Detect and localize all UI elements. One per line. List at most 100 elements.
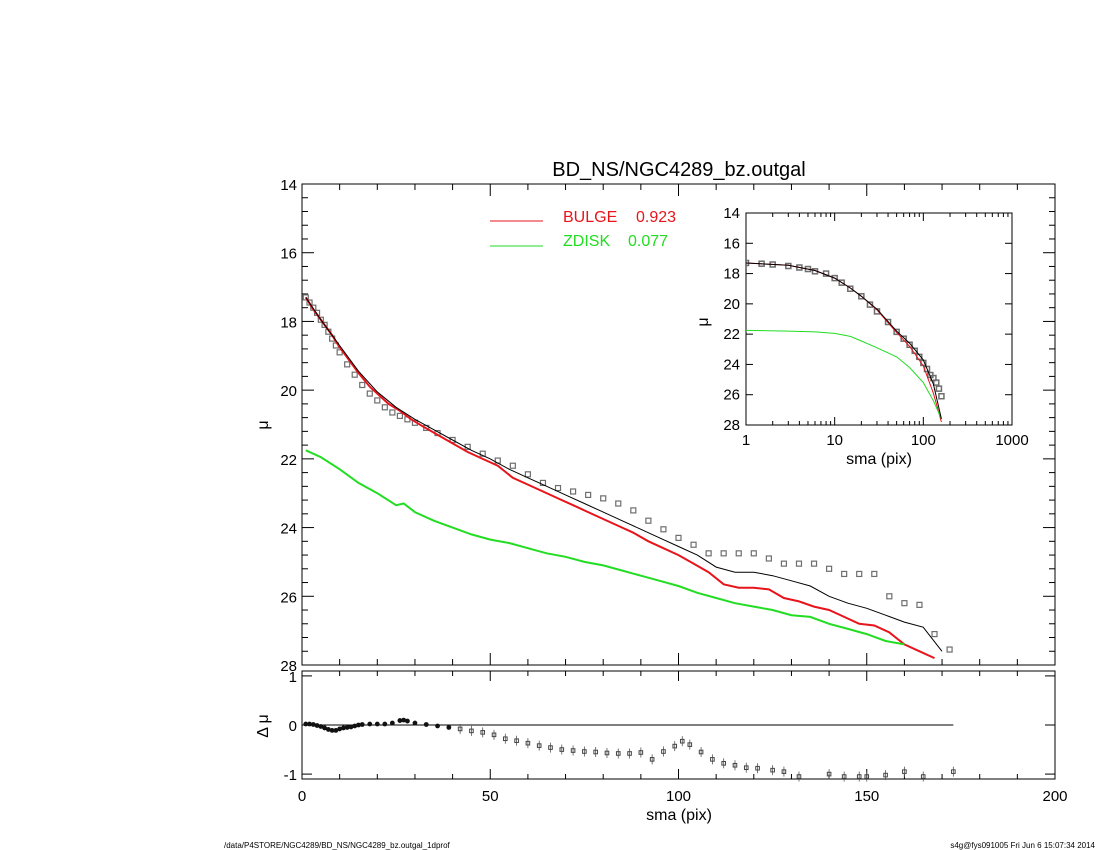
residual-point xyxy=(525,740,531,746)
residual-point xyxy=(559,747,565,752)
legend-zdisk-label: ZDISK xyxy=(563,233,610,250)
residual-point xyxy=(329,728,335,733)
residual-point xyxy=(367,721,373,727)
inset-observed-point xyxy=(900,335,907,342)
inset-series-total-line xyxy=(746,262,942,420)
residual-point xyxy=(412,720,418,726)
residual-point xyxy=(679,738,685,744)
residual-point xyxy=(310,722,316,727)
x-tick-label: 200 xyxy=(1042,788,1067,805)
residual-point xyxy=(951,769,956,774)
residual-point xyxy=(389,720,395,726)
inset-y-tick-label: 26 xyxy=(723,387,740,404)
legend-bulge-value: 0.923 xyxy=(636,209,676,226)
main-observed-point xyxy=(351,371,358,378)
main-y-tick-label: 22 xyxy=(280,452,297,469)
main-observed-point xyxy=(585,491,592,499)
main-y-tick-label: 14 xyxy=(280,177,297,194)
main-observed-point xyxy=(630,507,637,514)
inset-y-tick-label: 28 xyxy=(723,417,740,434)
main-y-tick-label: 18 xyxy=(280,314,297,331)
main-y-tick-label: 26 xyxy=(280,589,297,606)
inset-panel: 14 16 18 20 22 24 26 281 10 100 1000 sma (pix) μ xyxy=(695,205,1029,468)
main-y-tick-label: 20 xyxy=(280,383,297,400)
inset-y-axis-label: μ xyxy=(695,317,712,326)
residual-point xyxy=(743,765,749,771)
residual-point xyxy=(781,769,787,774)
residual-point xyxy=(435,723,440,729)
main-y-tick-label: 28 xyxy=(280,658,297,675)
residual-point xyxy=(570,748,576,753)
inset-observed-point xyxy=(847,285,854,292)
main-series-bulge-line xyxy=(304,296,935,660)
residual-point xyxy=(536,743,542,748)
residual-point xyxy=(732,762,738,768)
main-observed-point xyxy=(871,570,878,578)
main-observed-point xyxy=(765,555,772,562)
residual-point xyxy=(841,774,847,779)
x-tick-label: 0 xyxy=(298,788,306,805)
residual-y-tick-label: 0 xyxy=(289,718,297,735)
inset-axis-ticks: 14 16 18 20 22 24 26 281 10 100 1000 xyxy=(723,205,1028,449)
residual-point xyxy=(615,751,621,756)
residual-point xyxy=(325,727,331,732)
residual-point xyxy=(755,765,760,771)
residual-point xyxy=(638,750,644,755)
inset-y-tick-label: 16 xyxy=(723,235,740,252)
residual-point xyxy=(401,717,407,723)
residual-point xyxy=(503,736,508,742)
inset-observed-point xyxy=(906,341,913,348)
residual-point xyxy=(318,724,324,729)
residual-axis-ticks: 10-10 50 100 150 200 xyxy=(284,669,1068,805)
inset-x-tick-label: 1 xyxy=(742,432,750,449)
inset-observed-point xyxy=(838,279,845,286)
residual-point xyxy=(314,723,320,728)
main-observed-point xyxy=(479,450,486,457)
inset-observed-point xyxy=(933,379,940,386)
residual-point xyxy=(698,749,704,755)
main-observed-point xyxy=(901,600,908,607)
main-observed-point xyxy=(381,404,388,411)
main-observed-point xyxy=(615,500,622,507)
main-observed-point xyxy=(600,495,607,502)
inset-observed-point xyxy=(858,293,865,300)
residual-series-group xyxy=(302,717,956,782)
main-observed-point xyxy=(825,565,833,572)
inset-x-tick-label: 1000 xyxy=(995,432,1028,449)
legend-zdisk-value: 0.077 xyxy=(628,233,668,250)
inset-observed-point xyxy=(935,385,943,392)
residual-point xyxy=(649,757,655,762)
legend-bulge-label: BULGE xyxy=(563,209,617,226)
inset-y-tick-label: 20 xyxy=(723,296,740,313)
main-y-tick-labels: 14 16 18 20 22 24 26 28 xyxy=(280,177,297,675)
main-observed-point xyxy=(317,316,324,323)
inset-observed-point xyxy=(866,301,874,308)
residual-point xyxy=(548,745,553,750)
residual-point xyxy=(770,767,775,773)
inset-series-zdisk-line xyxy=(746,329,942,420)
main-observed-point xyxy=(735,550,742,557)
residual-y-tick-label: 1 xyxy=(289,669,297,686)
residual-point xyxy=(341,725,346,731)
residual-point xyxy=(856,774,862,779)
residual-point xyxy=(423,722,429,727)
main-observed-point xyxy=(645,517,652,524)
main-observed-point xyxy=(946,646,953,653)
residual-point xyxy=(303,721,309,727)
main-y-tick-label: 16 xyxy=(280,246,297,263)
main-observed-point xyxy=(795,560,803,567)
main-observed-point xyxy=(675,534,682,541)
residual-point xyxy=(405,718,410,724)
main-observed-point xyxy=(539,479,547,487)
residual-point xyxy=(883,772,888,778)
residual-point xyxy=(374,721,380,727)
inset-x-tick-label: 100 xyxy=(911,432,936,449)
residual-point xyxy=(352,723,358,729)
residual-point xyxy=(307,721,312,727)
residual-point xyxy=(337,726,343,732)
residual-point xyxy=(687,742,693,747)
residual-point xyxy=(864,774,870,779)
main-observed-point xyxy=(396,412,403,420)
inset-x-tick-label: 10 xyxy=(826,432,843,449)
